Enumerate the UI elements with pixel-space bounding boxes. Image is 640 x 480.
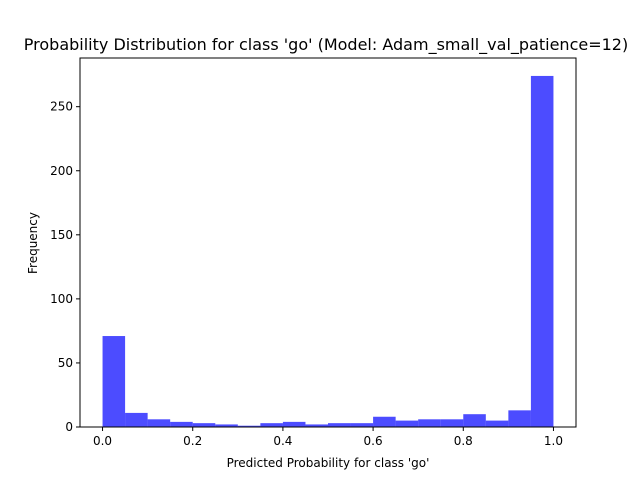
x-tick-label: 0.0 <box>93 434 112 448</box>
x-tick-label: 1.0 <box>544 434 563 448</box>
histogram-bar <box>260 423 283 427</box>
histogram-bar <box>125 412 148 427</box>
x-tick-label: 0.6 <box>364 434 383 448</box>
plot-frame <box>79 57 577 428</box>
histogram-bar <box>147 419 171 427</box>
histogram-bar <box>508 410 531 427</box>
histogram-bar <box>463 414 486 427</box>
x-axis-ticks: 0.0 0.2 0.4 0.6 0.8 1.0 <box>93 427 563 448</box>
histogram-bar <box>282 421 306 427</box>
x-tick-label: 0.4 <box>273 434 292 448</box>
histogram-bar <box>305 424 328 427</box>
histogram-bar <box>530 75 554 427</box>
y-tick-label: 250 <box>50 100 73 114</box>
histogram-bar <box>485 420 509 427</box>
histogram-bar <box>237 425 261 427</box>
histogram-bar <box>418 419 441 427</box>
histogram-bar <box>102 336 126 427</box>
histogram-bar <box>350 423 374 427</box>
y-axis-label: Frequency <box>26 212 40 274</box>
bars-group <box>102 75 554 427</box>
y-axis-ticks: 0 50 100 150 200 250 <box>50 100 80 434</box>
y-tick-label: 150 <box>50 228 73 242</box>
histogram-bar <box>215 424 238 427</box>
y-tick-label: 200 <box>50 164 73 178</box>
y-tick-label: 0 <box>65 420 73 434</box>
x-tick-label: 0.2 <box>183 434 202 448</box>
histogram-bar <box>373 416 396 427</box>
chart-title: Probability Distribution for class 'go' … <box>24 35 628 55</box>
histogram-bar <box>170 421 193 427</box>
histogram-bar <box>328 423 351 427</box>
y-tick-label: 50 <box>58 356 73 370</box>
histogram-bar <box>395 420 419 427</box>
histogram-bar <box>192 423 216 427</box>
y-tick-label: 100 <box>50 292 73 306</box>
x-axis-label: Predicted Probability for class 'go' <box>227 456 430 470</box>
x-tick-label: 0.8 <box>454 434 473 448</box>
histogram-bar <box>440 419 464 427</box>
